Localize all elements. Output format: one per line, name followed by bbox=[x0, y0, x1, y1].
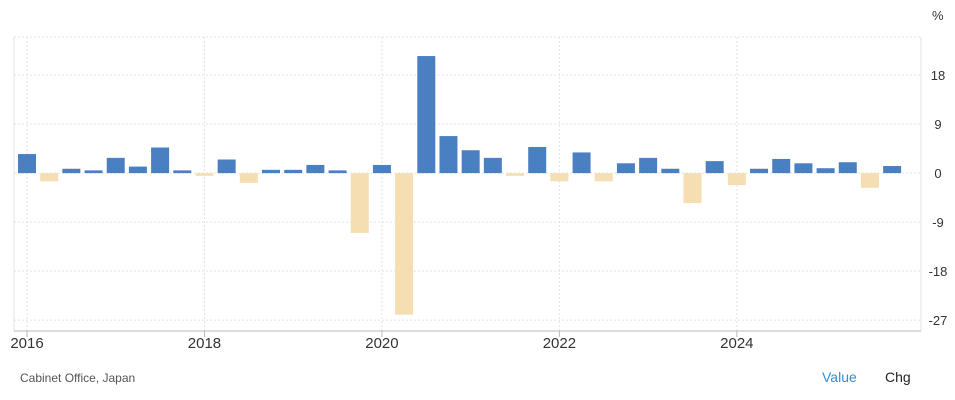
bar-2019-Q3 bbox=[328, 170, 347, 174]
bar-2024-Q1 bbox=[727, 173, 746, 186]
bar-2017-Q4 bbox=[173, 170, 192, 174]
bar-2024-Q3 bbox=[772, 158, 791, 174]
bar-2024-Q2 bbox=[750, 168, 769, 174]
bar-2022-Q1 bbox=[550, 173, 569, 182]
bar-2022-Q3 bbox=[594, 173, 613, 182]
bar-2019-Q4 bbox=[350, 173, 369, 233]
bar-2020-Q1 bbox=[372, 164, 391, 174]
bar-2021-Q2 bbox=[483, 157, 502, 174]
bar-2016-Q3 bbox=[62, 168, 81, 174]
x-tick-label: 2020 bbox=[365, 335, 398, 352]
bar-2023-Q4 bbox=[705, 161, 724, 174]
bar-2021-Q1 bbox=[461, 150, 480, 174]
source-label: Cabinet Office, Japan bbox=[20, 371, 136, 385]
bar-2025-Q4 bbox=[883, 166, 902, 174]
bar-2018-Q4 bbox=[262, 169, 281, 174]
bars bbox=[18, 56, 902, 315]
value-toggle-button[interactable]: Value bbox=[822, 369, 857, 385]
bar-2017-Q2 bbox=[128, 166, 147, 174]
axes: 18 9 0 -9 -18 -27 2016 2018 2020 2022 2024 bbox=[10, 37, 947, 352]
y-tick-label: 9 bbox=[934, 117, 941, 132]
bar-2023-Q1 bbox=[639, 157, 658, 174]
y-tick-label: 18 bbox=[931, 68, 945, 83]
bar-2020-Q3 bbox=[417, 56, 436, 174]
bar-2025-Q2 bbox=[838, 162, 857, 174]
unit-label: % bbox=[932, 8, 944, 23]
y-tick-label: 0 bbox=[934, 166, 941, 181]
x-tick-label: 2018 bbox=[188, 335, 221, 352]
bar-2025-Q3 bbox=[860, 173, 879, 188]
bar-2023-Q2 bbox=[661, 168, 680, 174]
bar-2017-Q1 bbox=[106, 157, 125, 174]
bar-2020-Q2 bbox=[395, 173, 414, 315]
bar-2021-Q4 bbox=[528, 146, 547, 174]
bar-2018-Q1 bbox=[195, 173, 214, 176]
bar-2024-Q4 bbox=[794, 163, 813, 174]
grid-lines bbox=[14, 36, 921, 331]
bar-2022-Q2 bbox=[572, 152, 591, 174]
bar-2018-Q3 bbox=[239, 173, 258, 183]
bar-2016-Q1 bbox=[18, 154, 36, 174]
x-tick-label: 2024 bbox=[720, 335, 753, 352]
bar-2016-Q4 bbox=[84, 170, 103, 174]
bar-2022-Q4 bbox=[616, 163, 635, 174]
y-tick-label: -18 bbox=[929, 264, 948, 279]
y-tick-label: -27 bbox=[929, 313, 948, 328]
y-tick-label: -9 bbox=[932, 215, 944, 230]
bar-2019-Q2 bbox=[306, 164, 325, 174]
bar-2020-Q4 bbox=[439, 136, 458, 174]
bar-2017-Q3 bbox=[151, 147, 170, 174]
bar-2025-Q1 bbox=[816, 168, 835, 174]
bar-2023-Q3 bbox=[683, 173, 702, 204]
chg-toggle-button[interactable]: Chg bbox=[885, 369, 911, 385]
x-tick-label: 2022 bbox=[543, 335, 576, 352]
bar-2021-Q3 bbox=[506, 173, 525, 176]
x-tick-label: 2016 bbox=[10, 335, 43, 352]
bar-2016-Q2 bbox=[40, 173, 59, 182]
bar-2019-Q1 bbox=[284, 169, 303, 174]
bar-2018-Q2 bbox=[217, 159, 236, 174]
